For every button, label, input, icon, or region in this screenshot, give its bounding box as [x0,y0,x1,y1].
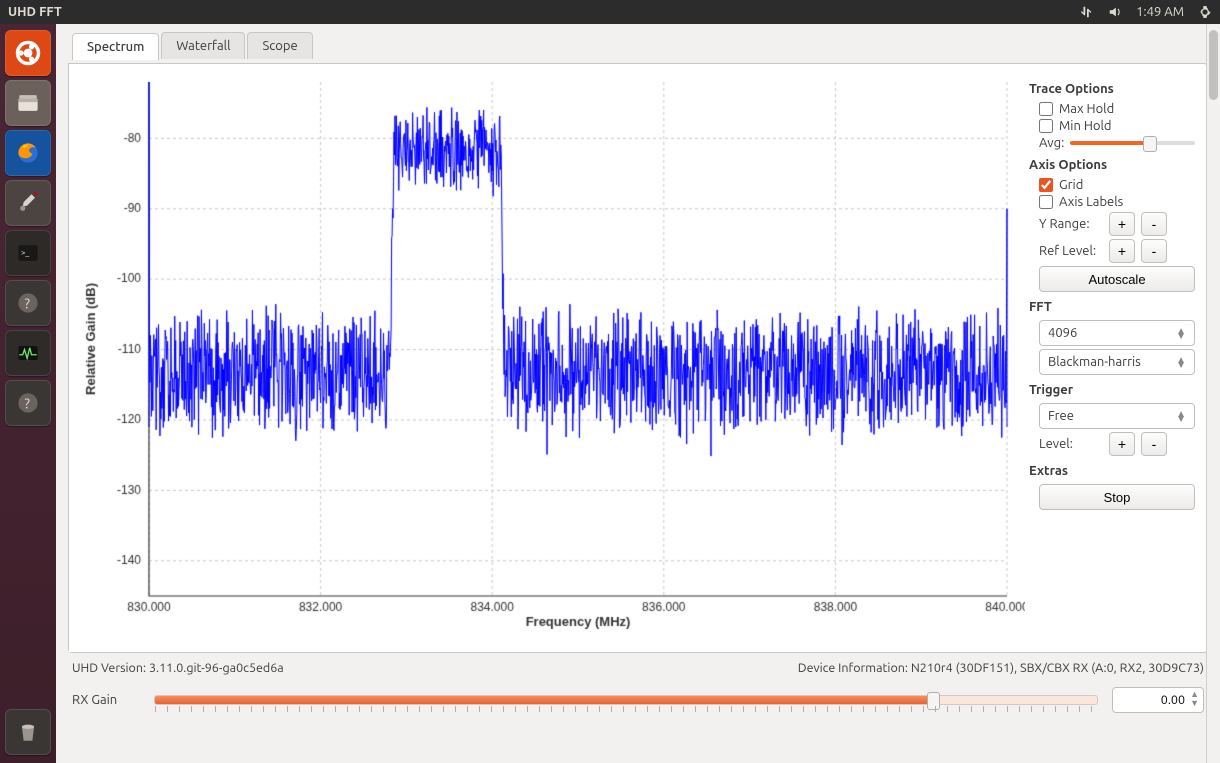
rx-gain-slider[interactable] [154,695,1098,705]
fft-size-select[interactable]: 4096▲▼ [1039,320,1195,346]
fft-size-value: 4096 [1048,326,1077,340]
reflevel-minus-button[interactable]: - [1141,239,1167,263]
tab-waterfall[interactable]: Waterfall [161,32,245,59]
trigger-title: Trigger [1029,383,1195,397]
launcher-trash[interactable] [5,709,51,755]
min-hold-label: Min Hold [1059,119,1112,133]
trace-options-title: Trace Options [1029,82,1195,96]
tab-spectrum[interactable]: Spectrum [72,33,159,60]
window-scrollbar[interactable] [1206,24,1220,763]
rx-gain-value: 0.00 [1161,693,1185,707]
options-sidebar: Trace Options Max Hold Min Hold Avg: Axi… [1025,64,1207,652]
spectrum-chart [69,64,1025,652]
trigger-level-label: Level: [1039,437,1103,451]
svg-text:?: ? [25,295,31,311]
launcher-help-2[interactable]: ? [5,380,51,426]
device-info: Device Information: N210r4 (30DF151), SB… [798,661,1204,675]
yrange-plus-button[interactable]: + [1109,212,1135,236]
max-hold-label: Max Hold [1059,102,1114,116]
launcher: >_ ? ? [0,24,56,763]
trigger-mode-select[interactable]: Free▲▼ [1039,403,1195,429]
network-icon[interactable] [1080,5,1094,19]
trigger-level-minus-button[interactable]: - [1141,432,1167,456]
grid-label: Grid [1059,178,1083,192]
launcher-dash[interactable] [5,30,51,76]
window-title: UHD FFT [8,5,62,19]
fft-window-value: Blackman-harris [1048,355,1141,369]
grid-checkbox[interactable] [1039,178,1053,192]
rx-gain-label: RX Gain [72,693,140,707]
svg-text:?: ? [25,395,31,411]
yrange-label: Y Range: [1039,217,1103,231]
reflevel-label: Ref Level: [1039,244,1103,258]
launcher-settings[interactable] [5,180,51,226]
tab-panel: Trace Options Max Hold Min Hold Avg: Axi… [68,63,1208,653]
stop-button[interactable]: Stop [1039,484,1195,510]
top-panel: UHD FFT 1:49 AM [0,0,1220,24]
reflevel-plus-button[interactable]: + [1109,239,1135,263]
min-hold-checkbox[interactable] [1039,119,1053,133]
avg-label: Avg: [1039,136,1064,150]
rx-gain-value-input[interactable]: 0.00 ▲▼ [1112,687,1204,713]
tab-scope[interactable]: Scope [247,32,312,59]
status-bar: UHD Version: 3.11.0.git-96-ga0c5ed6a Dev… [68,657,1208,677]
tab-bar: Spectrum Waterfall Scope [72,32,1208,59]
gear-icon[interactable] [1198,5,1212,19]
launcher-firefox[interactable] [5,130,51,176]
trigger-mode-value: Free [1048,409,1074,423]
yrange-minus-button[interactable]: - [1141,212,1167,236]
rx-gain-row: RX Gain 0.00 ▲▼ [68,681,1208,715]
axis-labels-label: Axis Labels [1059,195,1123,209]
trigger-level-plus-button[interactable]: + [1109,432,1135,456]
svg-text:>_: >_ [21,249,29,257]
axis-options-title: Axis Options [1029,158,1195,172]
launcher-system-monitor[interactable] [5,330,51,376]
clock[interactable]: 1:49 AM [1136,5,1184,19]
app-window: Spectrum Waterfall Scope Trace Options M… [56,24,1220,763]
extras-title: Extras [1029,464,1195,478]
max-hold-checkbox[interactable] [1039,102,1053,116]
launcher-files[interactable] [5,80,51,126]
axis-labels-checkbox[interactable] [1039,195,1053,209]
autoscale-button[interactable]: Autoscale [1039,266,1195,292]
uhd-version: UHD Version: 3.11.0.git-96-ga0c5ed6a [72,661,284,675]
fft-window-select[interactable]: Blackman-harris▲▼ [1039,349,1195,375]
avg-slider[interactable] [1070,141,1195,145]
launcher-terminal[interactable]: >_ [5,230,51,276]
fft-title: FFT [1029,300,1195,314]
sound-icon[interactable] [1108,5,1122,19]
launcher-help-1[interactable]: ? [5,280,51,326]
